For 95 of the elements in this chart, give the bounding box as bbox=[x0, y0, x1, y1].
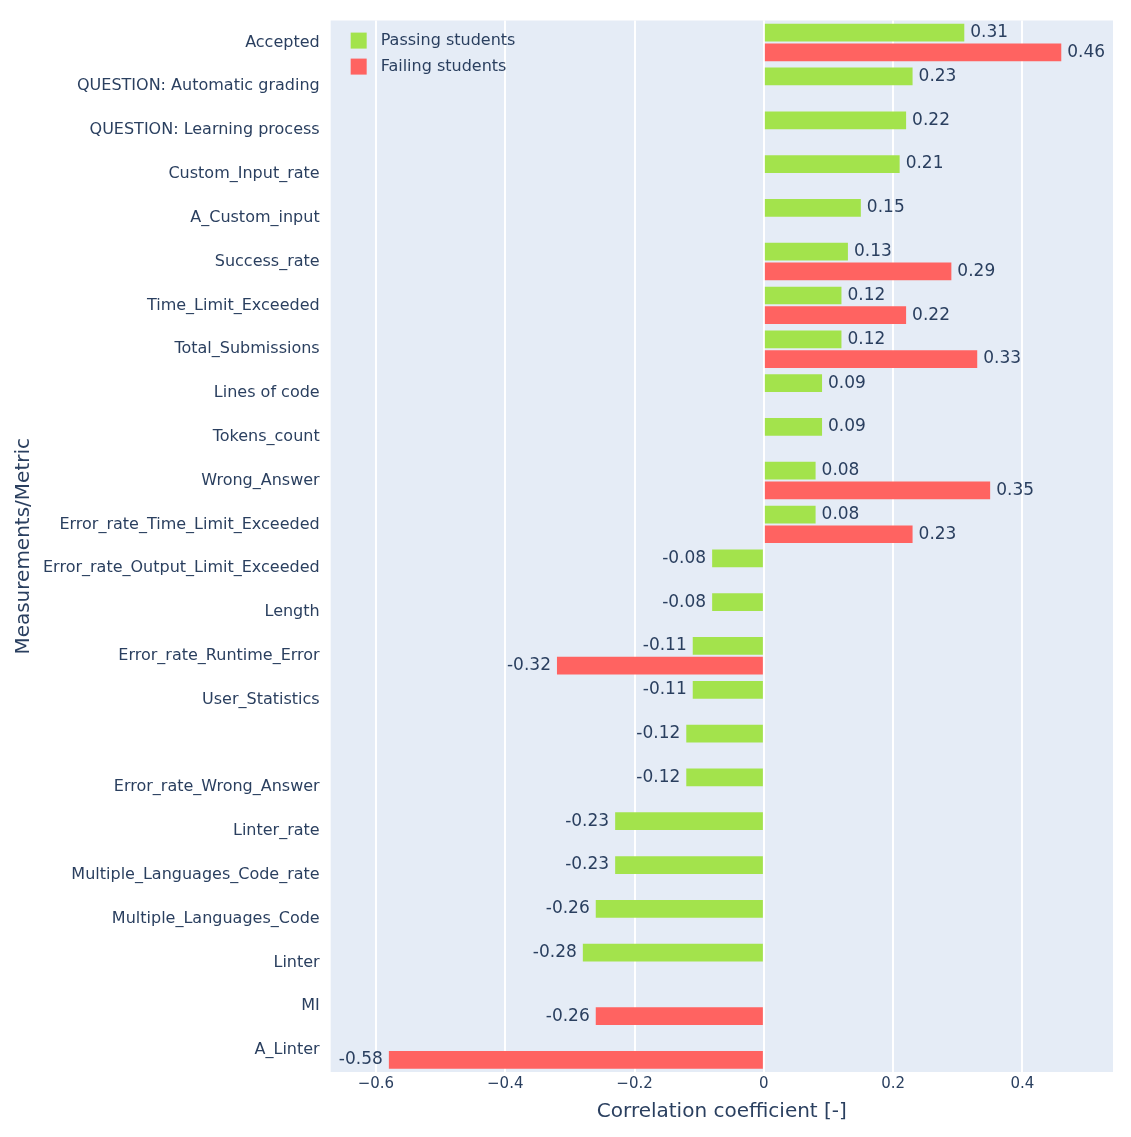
data-label: -0.23 bbox=[565, 809, 610, 830]
bar bbox=[764, 111, 907, 130]
bar bbox=[764, 242, 848, 261]
bar bbox=[764, 23, 965, 42]
bar bbox=[692, 637, 763, 655]
y-tick-label: Accepted bbox=[245, 31, 320, 51]
bar bbox=[615, 812, 763, 831]
y-tick-label: Error_rate_Output_Limit_Exceeded bbox=[42, 557, 320, 578]
bar bbox=[764, 418, 823, 436]
y-tick-label: Error_rate_Wrong_Answer bbox=[113, 776, 321, 797]
bar bbox=[764, 374, 823, 392]
bar bbox=[595, 899, 763, 918]
y-tick-label: Error_rate_Time_Limit_Exceeded bbox=[59, 513, 320, 534]
data-label: -0.26 bbox=[545, 1004, 590, 1025]
data-label: 0.35 bbox=[996, 478, 1035, 499]
bar bbox=[764, 199, 861, 217]
x-tick-label: 0.2 bbox=[881, 1073, 906, 1092]
bar bbox=[615, 856, 763, 874]
data-label: -0.12 bbox=[636, 765, 681, 786]
data-label: 0.31 bbox=[970, 21, 1009, 42]
bar bbox=[686, 724, 763, 743]
y-tick-label: Wrong_Answer bbox=[201, 469, 321, 490]
y-tick-label: Linter_rate bbox=[232, 820, 320, 841]
bar bbox=[764, 155, 900, 173]
bar bbox=[556, 656, 763, 675]
y-tick-label: Linter bbox=[273, 951, 321, 971]
x-axis-title: Correlation coefficient [-] bbox=[596, 1098, 847, 1123]
data-label: 0.23 bbox=[918, 522, 957, 543]
y-tick-label: Tokens_count bbox=[211, 425, 320, 446]
y-tick-label: Time_Limit_Exceeded bbox=[145, 294, 320, 315]
bar bbox=[582, 943, 763, 962]
data-label: -0.11 bbox=[642, 678, 687, 699]
bar bbox=[764, 286, 842, 305]
bar bbox=[712, 549, 763, 568]
y-tick-label: Error_rate_Runtime_Error bbox=[118, 644, 321, 665]
data-label: 0.21 bbox=[905, 152, 944, 173]
data-label: 0.33 bbox=[983, 347, 1022, 368]
y-tick-label: Total_Submissions bbox=[173, 338, 320, 359]
data-label: -0.08 bbox=[662, 546, 707, 567]
legend-label: Failing students bbox=[380, 55, 507, 75]
data-label: 0.08 bbox=[821, 502, 860, 523]
data-label: -0.12 bbox=[636, 722, 681, 742]
x-tick-label: 0.4 bbox=[1010, 1073, 1035, 1092]
data-label: 0.22 bbox=[912, 303, 950, 324]
y-tick-label: QUESTION: Automatic grading bbox=[76, 75, 320, 95]
y-tick-label: Success_rate bbox=[214, 250, 320, 271]
bar bbox=[388, 1051, 763, 1069]
data-label: 0.12 bbox=[847, 327, 886, 348]
bar bbox=[764, 262, 952, 281]
bar bbox=[764, 43, 1062, 62]
bar bbox=[686, 768, 763, 787]
data-label: -0.08 bbox=[662, 590, 707, 611]
legend-label: Passing students bbox=[380, 29, 516, 49]
data-label: 0.29 bbox=[957, 259, 996, 280]
bar bbox=[764, 505, 816, 524]
data-label: -0.28 bbox=[532, 941, 577, 962]
x-tick-label: −0.6 bbox=[357, 1073, 395, 1092]
x-tick-label: 0 bbox=[759, 1073, 769, 1092]
y-tick-label: MI bbox=[301, 995, 320, 1015]
bar bbox=[692, 680, 763, 699]
data-label: 0.46 bbox=[1067, 40, 1106, 61]
bar bbox=[764, 67, 913, 86]
data-label: 0.22 bbox=[912, 108, 950, 129]
bar bbox=[764, 306, 907, 325]
bar bbox=[712, 593, 763, 612]
data-label: 0.08 bbox=[821, 459, 860, 480]
y-tick-label: QUESTION: Learning process bbox=[89, 119, 320, 139]
y-axis-title: Measurements/Metric bbox=[10, 437, 35, 655]
bar bbox=[764, 330, 842, 349]
data-label: -0.23 bbox=[565, 853, 610, 874]
y-tick-label: User_Statistics bbox=[202, 688, 320, 709]
data-label: -0.11 bbox=[642, 634, 687, 655]
data-label: 0.12 bbox=[847, 283, 886, 304]
data-label: -0.58 bbox=[338, 1048, 383, 1069]
data-label: 0.15 bbox=[866, 196, 905, 217]
x-tick-label: −0.4 bbox=[487, 1073, 524, 1092]
bar bbox=[764, 350, 978, 368]
y-tick-label: A_Custom_input bbox=[190, 206, 320, 227]
bar bbox=[764, 525, 913, 544]
data-label: 0.09 bbox=[828, 371, 866, 392]
x-tick-label: −0.2 bbox=[616, 1073, 653, 1092]
bar bbox=[764, 461, 816, 480]
y-tick-label: Multiple_Languages_Code_rate bbox=[71, 864, 320, 885]
bar bbox=[595, 1007, 763, 1026]
y-tick-label: Length bbox=[264, 601, 320, 621]
y-tick-label: Custom_Input_rate bbox=[168, 163, 320, 184]
data-label: 0.09 bbox=[828, 415, 866, 436]
data-label: -0.32 bbox=[506, 654, 551, 675]
data-label: -0.26 bbox=[545, 897, 590, 918]
y-tick-label: Lines of code bbox=[213, 382, 320, 402]
data-label: 0.23 bbox=[918, 64, 957, 85]
y-tick-label: A_Linter bbox=[254, 1039, 321, 1060]
y-tick-label: Multiple_Languages_Code bbox=[111, 907, 320, 928]
data-label: 0.13 bbox=[853, 240, 892, 261]
bar bbox=[764, 481, 991, 500]
